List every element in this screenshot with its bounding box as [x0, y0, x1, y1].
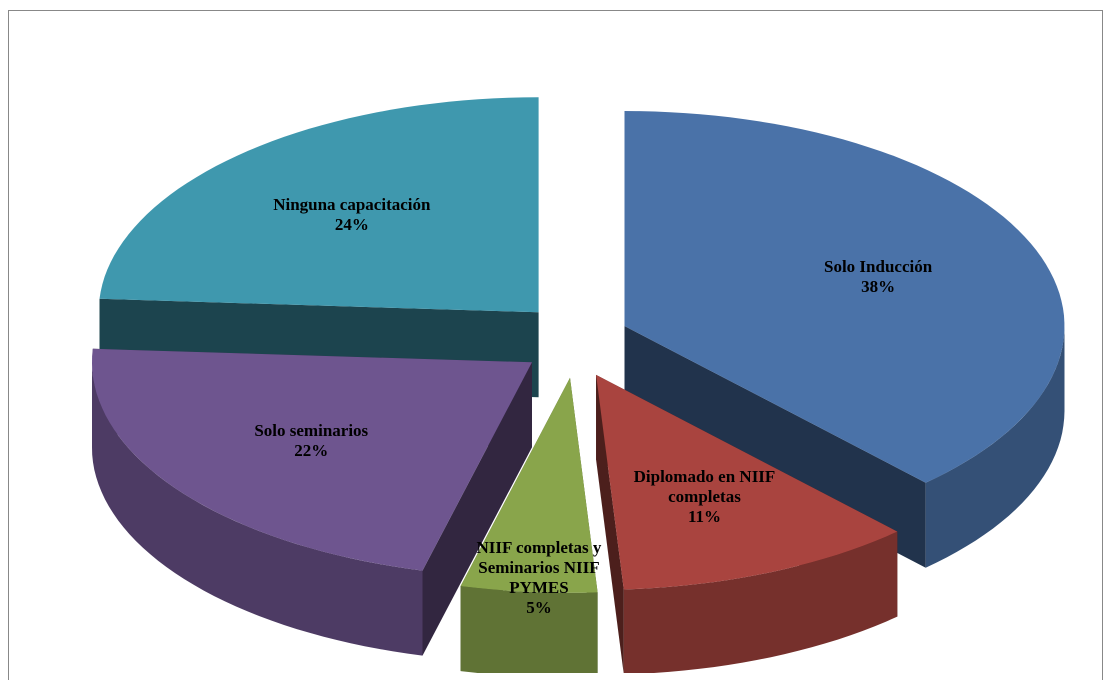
slice-category: Ninguna capacitación [273, 195, 431, 215]
slice [596, 374, 898, 590]
slice-label: Solo Inducción 38% [758, 257, 998, 297]
slice-wall [925, 326, 1065, 568]
slice-wall [92, 362, 423, 656]
slice-wall [460, 586, 598, 673]
chart-frame [8, 10, 1103, 680]
slice-label: Diplomado en NIIF completas 11% [624, 467, 784, 527]
slice-category: Solo seminarios [254, 420, 369, 440]
slice-value: 11% [687, 507, 721, 527]
slice-value: 22% [294, 440, 329, 460]
slice-label: Ninguna capacitación 24% [232, 195, 472, 235]
slice-wall [623, 531, 898, 673]
slice [92, 348, 532, 571]
slice [460, 377, 598, 593]
slice-category: Solo Inducción [824, 256, 933, 276]
slice-category: NIIF completas y Seminarios NIIF PYMES [476, 538, 602, 598]
slice [624, 111, 1065, 483]
slice-category: Diplomado en NIIF completas [633, 467, 776, 507]
slice-value: 24% [334, 215, 369, 235]
slice-label: Solo seminarios 22% [191, 421, 431, 461]
slice-side [596, 374, 624, 673]
slice [99, 97, 539, 313]
slice-value: 38% [861, 276, 896, 296]
slice-label: NIIF completas y Seminarios NIIF PYMES 5% [459, 538, 619, 618]
slice-value: 5% [526, 598, 552, 618]
